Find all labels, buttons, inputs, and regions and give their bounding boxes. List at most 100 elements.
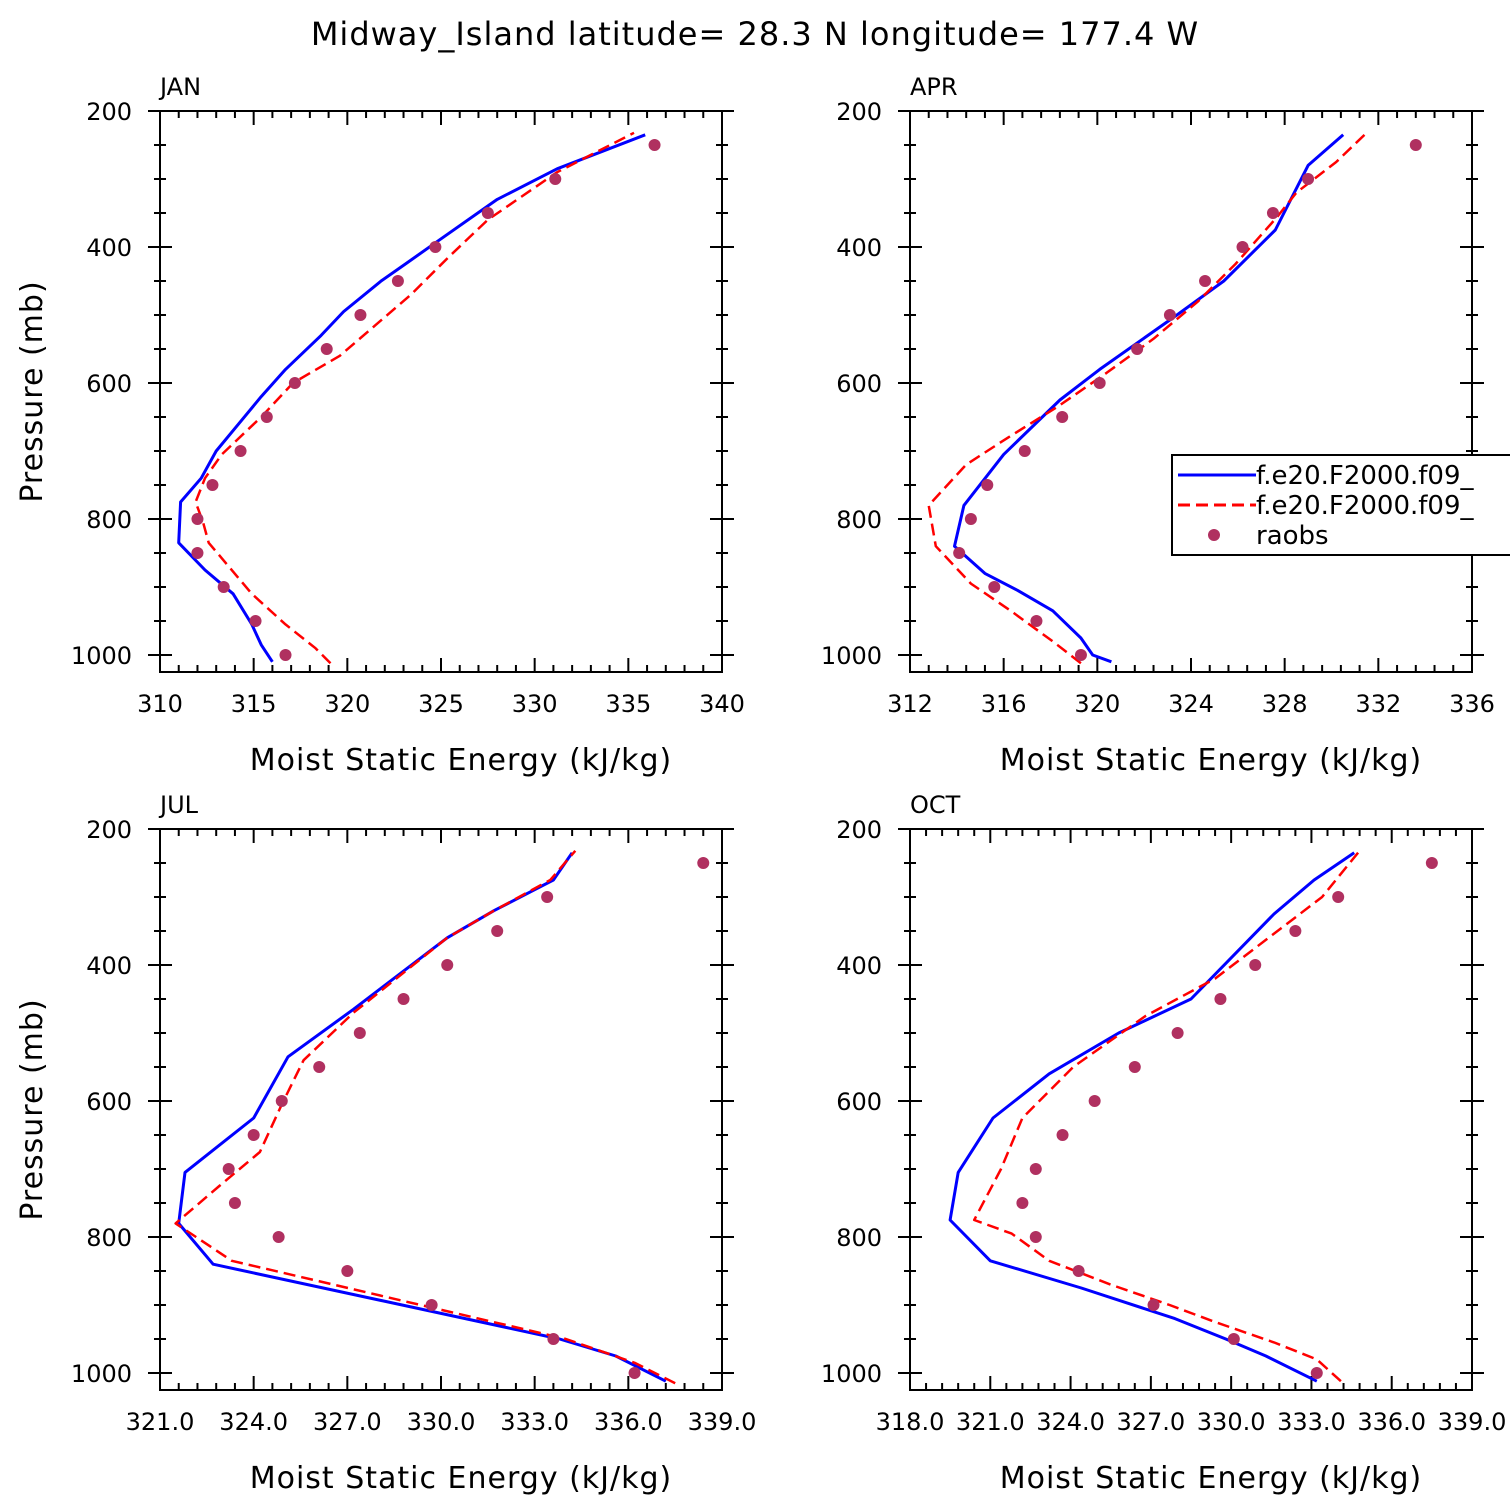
raobs-point <box>425 1299 438 1311</box>
x-tick-label: 320 <box>324 690 370 718</box>
raobs-point <box>234 445 247 457</box>
plot-frame <box>159 828 723 1391</box>
raobs-point <box>491 925 504 937</box>
panel-jan: JAN 310 315 320 325 330 335 340 200 400 600 800 1000… <box>15 73 745 778</box>
panel-title: APR <box>910 73 958 101</box>
raobs-point <box>1088 1095 1101 1107</box>
raobs-point <box>1332 891 1345 903</box>
legend-entry-label: f.e20.F2000.f09_ <box>1256 461 1474 491</box>
series-group <box>177 131 661 665</box>
y-tick-label: 600 <box>836 1088 882 1116</box>
x-tick-label: 336 <box>1449 690 1495 718</box>
x-tick-label: 333.0 <box>1277 1408 1346 1436</box>
x-axis-label: Moist Static Energy (kJ/kg) <box>250 1461 673 1496</box>
x-tick-label: 336.0 <box>1357 1408 1426 1436</box>
y-tick-label: 600 <box>86 1088 132 1116</box>
x-tick-label: 330.0 <box>407 1408 476 1436</box>
raobs-point <box>1249 959 1262 971</box>
x-tick-label: 340 <box>699 690 745 718</box>
raobs-point <box>628 1367 641 1379</box>
raobs-point <box>353 1027 366 1039</box>
y-tick-label: 600 <box>86 370 132 398</box>
y-tick-label: 600 <box>836 370 882 398</box>
y-tick-label: 1000 <box>821 642 882 670</box>
model2-line <box>972 850 1361 1383</box>
raobs-point <box>1074 649 1087 661</box>
y-tick-label: 1000 <box>821 1360 882 1388</box>
raobs-point <box>354 309 367 321</box>
x-axis-label: Moist Static Energy (kJ/kg) <box>250 743 673 778</box>
y-tick-label: 400 <box>86 952 132 980</box>
raobs-point <box>397 993 410 1005</box>
x-tick-label: 321.0 <box>956 1408 1025 1436</box>
y-tick-label: 800 <box>836 1224 882 1252</box>
x-tick-label: 315 <box>231 690 277 718</box>
y-tick-label: 400 <box>836 952 882 980</box>
panel-title: JUL <box>158 791 199 819</box>
y-tick-label: 200 <box>86 98 132 126</box>
x-tick-label: 318.0 <box>876 1408 945 1436</box>
raobs-point <box>1289 925 1302 937</box>
panel-title: OCT <box>910 791 961 819</box>
x-tick-label: 328 <box>1262 690 1308 718</box>
panel-jul: JUL 321.0 324.0 327.0 330.0 333.0 336.0 339.0 20… <box>15 791 756 1496</box>
raobs-point <box>341 1265 354 1277</box>
x-tick-label: 324.0 <box>219 1408 288 1436</box>
raobs-point <box>1056 411 1069 423</box>
panel-title: JAN <box>158 73 201 101</box>
raobs-point <box>1128 1061 1141 1073</box>
panel-apr: APR 312 316 320 324 328 332 336 200 400 600 800 1000… <box>821 73 1495 778</box>
y-tick-label: 800 <box>86 1224 132 1252</box>
x-axis-label: Moist Static Energy (kJ/kg) <box>1000 743 1423 778</box>
raobs-point <box>320 343 333 355</box>
raobs-point <box>206 479 219 491</box>
x-tick-label: 330 <box>512 690 558 718</box>
raobs-point <box>217 581 230 593</box>
x-tick-label: 324.0 <box>1036 1408 1105 1436</box>
raobs-point <box>1310 1367 1323 1379</box>
x-tick-label: 327.0 <box>313 1408 382 1436</box>
raobs-point <box>1171 1027 1184 1039</box>
y-tick-label: 200 <box>836 98 882 126</box>
model1-line <box>953 133 1345 664</box>
y-axis-label: Pressure (mb) <box>15 280 50 502</box>
panels: JAN 310 315 320 325 330 335 340 200 400 600 800 1000… <box>15 73 1506 1496</box>
raobs-point <box>648 139 661 151</box>
raobs-point <box>547 1333 560 1345</box>
raobs-point <box>391 275 404 287</box>
raobs-point <box>191 547 204 559</box>
raobs-point <box>1302 173 1315 185</box>
panel-oct: OCT 318.0 321.0 324.0 327.0 330.0 333.0 336.0 33… <box>821 791 1506 1496</box>
x-tick-label: 324 <box>1168 690 1214 718</box>
raobs-point <box>953 547 966 559</box>
series-group <box>927 131 1422 665</box>
plot-frame <box>159 110 723 673</box>
raobs-point <box>541 891 554 903</box>
model2-line <box>194 131 635 665</box>
raobs-point <box>1093 377 1106 389</box>
model1-line <box>948 851 1356 1383</box>
raobs-point <box>981 479 994 491</box>
raobs-point <box>1425 857 1438 869</box>
figure-title: Midway_Island latitude= 28.3 N longitude… <box>311 15 1199 53</box>
x-tick-label: 327.0 <box>1116 1408 1185 1436</box>
raobs-point <box>1163 309 1176 321</box>
y-tick-label: 800 <box>86 506 132 534</box>
plot-frame <box>909 828 1473 1391</box>
raobs-point <box>279 649 292 661</box>
raobs-point <box>481 207 494 219</box>
legend-box <box>1171 454 1510 556</box>
x-axis-label: Moist Static Energy (kJ/kg) <box>1000 1461 1423 1496</box>
y-tick-label: 400 <box>86 234 132 262</box>
x-tick-label: 330.0 <box>1197 1408 1266 1436</box>
x-tick-label: 332 <box>1355 690 1401 718</box>
raobs-point <box>288 377 301 389</box>
raobs-point <box>260 411 273 423</box>
legend-entry-label: f.e20.F2000.f09_ <box>1256 491 1474 521</box>
x-tick-label: 310 <box>137 690 183 718</box>
raobs-point <box>247 1129 260 1141</box>
x-tick-label: 333.0 <box>500 1408 569 1436</box>
raobs-point <box>1147 1299 1160 1311</box>
raobs-point <box>191 513 204 525</box>
